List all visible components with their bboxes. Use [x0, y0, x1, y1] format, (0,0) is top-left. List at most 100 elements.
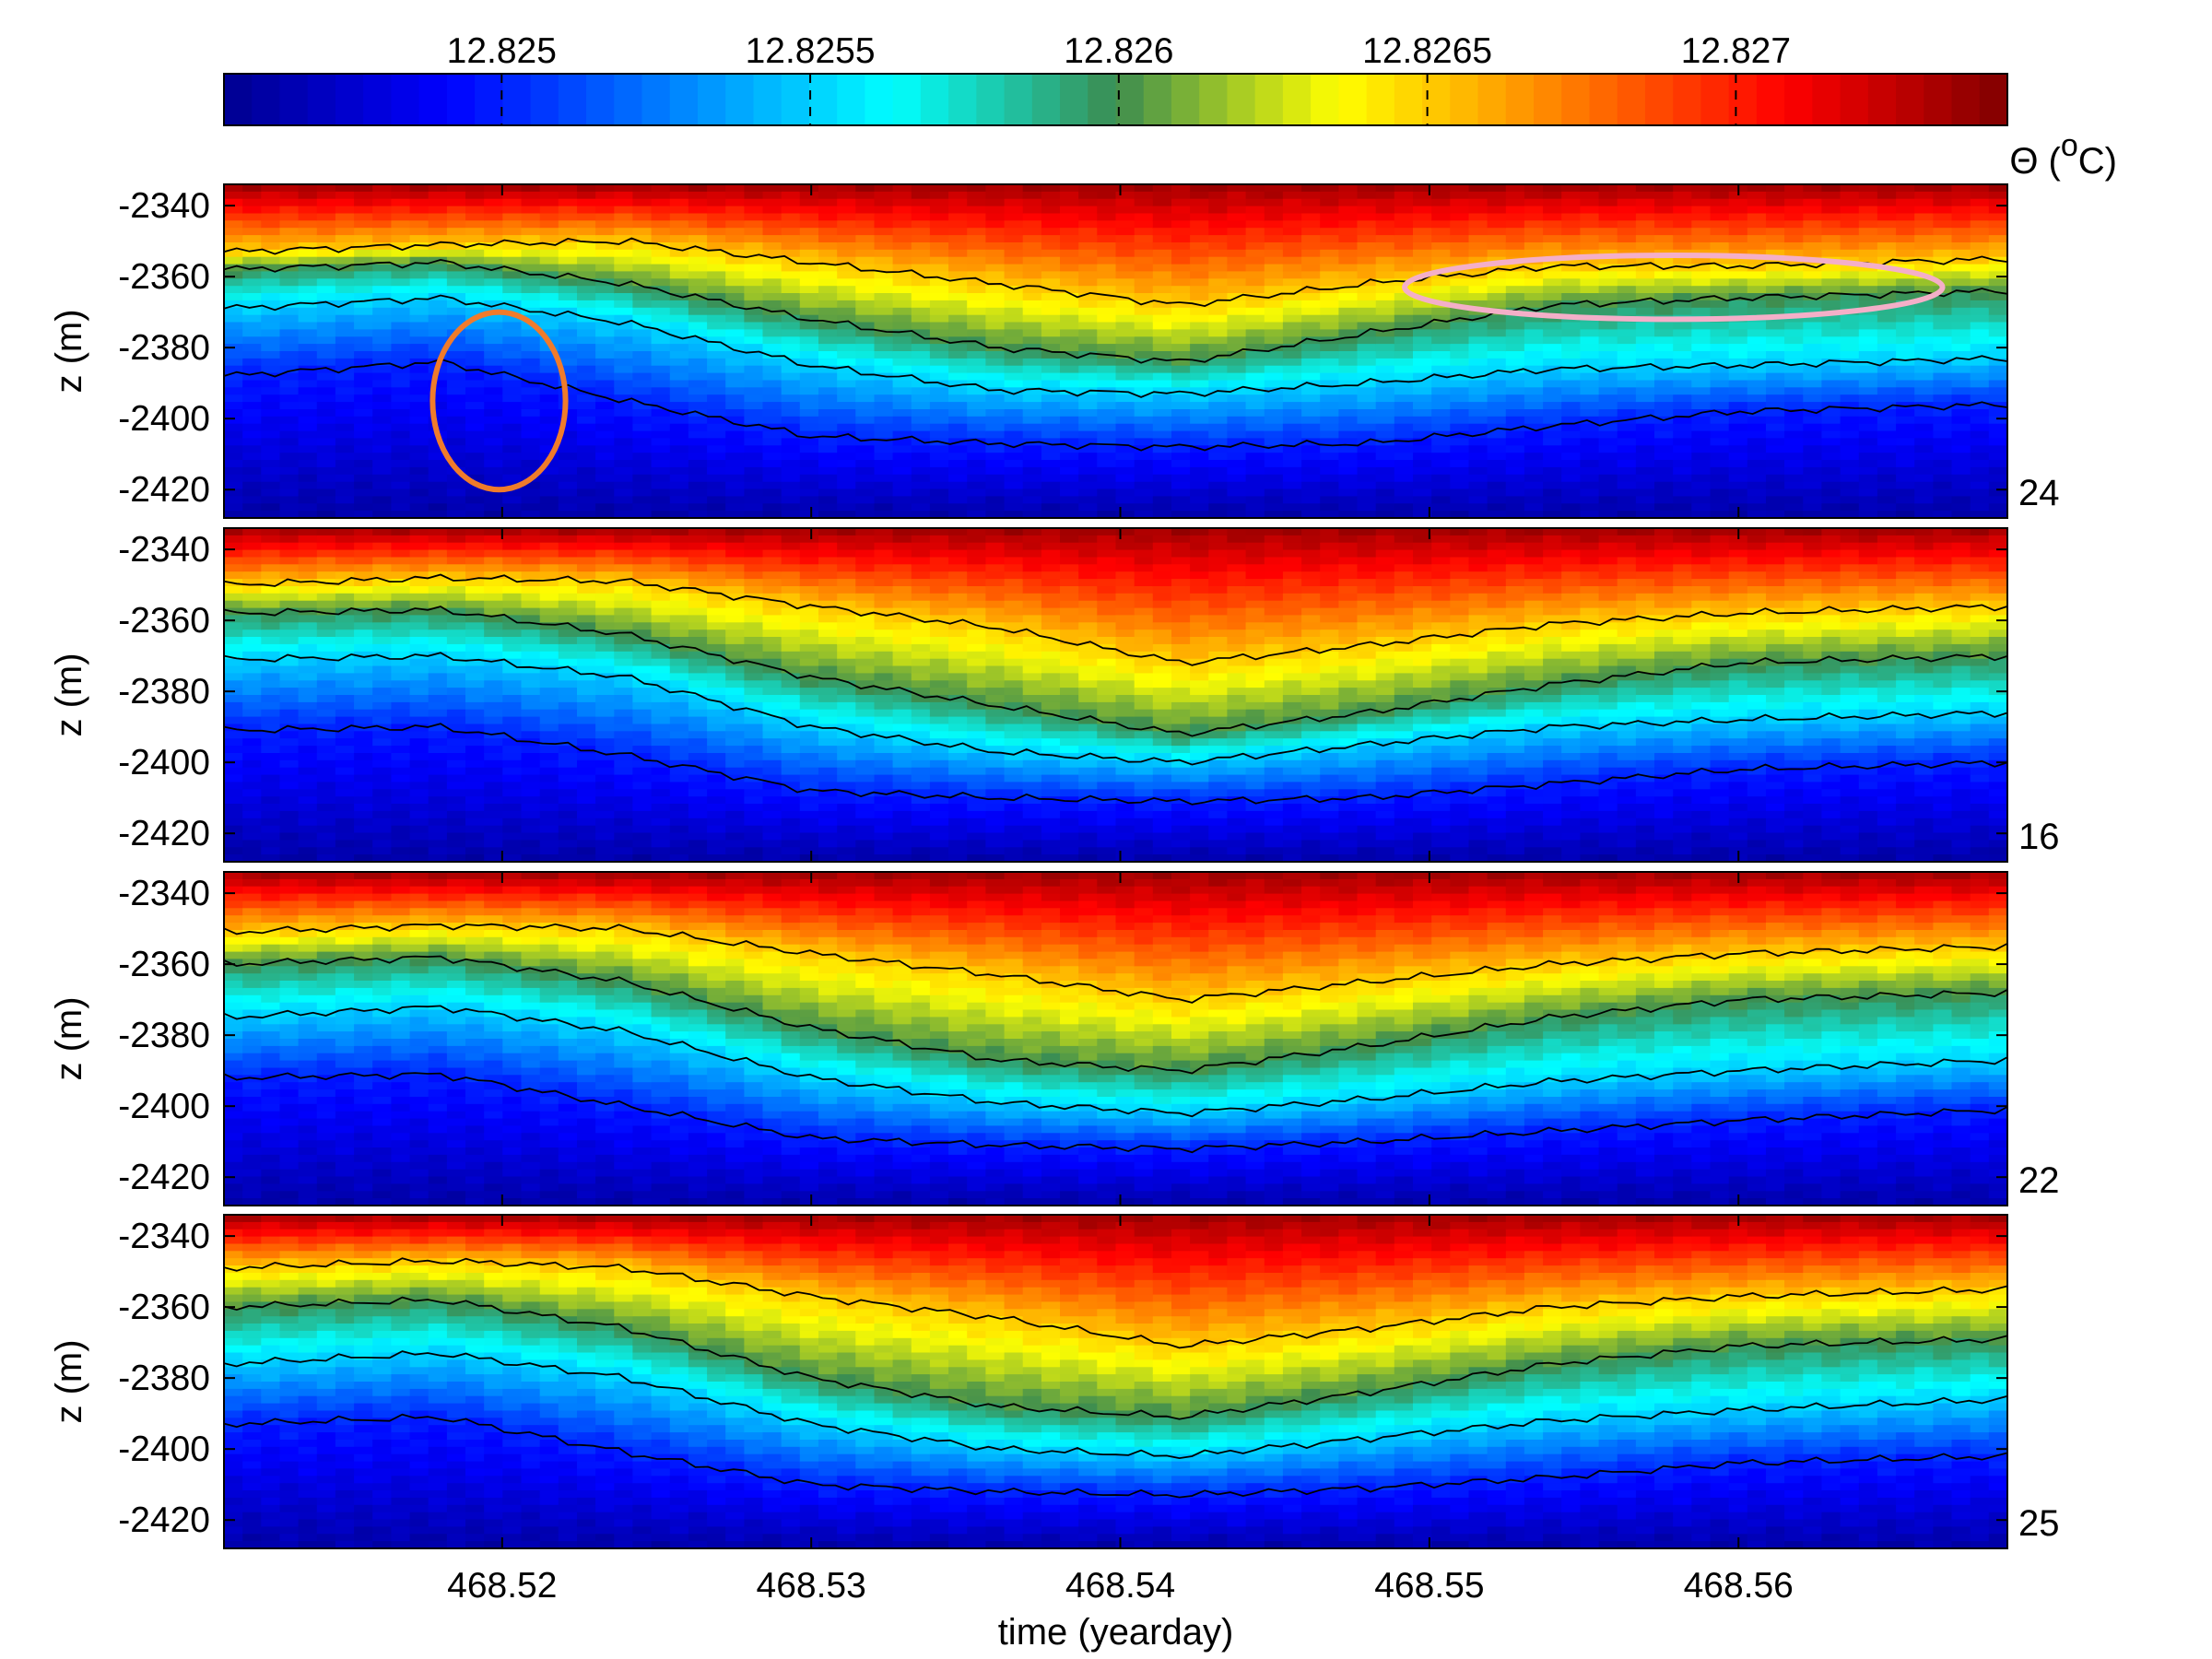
- heatmap-cell: [1431, 314, 1452, 324]
- heatmap-cell: [1282, 278, 1302, 287]
- heatmap-cell: [298, 445, 318, 453]
- heatmap-cell: [1933, 293, 1953, 301]
- heatmap-cell: [1598, 481, 1618, 490]
- heatmap-cell: [1561, 235, 1582, 243]
- heatmap-cell: [688, 329, 708, 338]
- heatmap-cell: [298, 651, 318, 660]
- heatmap-cell: [502, 430, 523, 440]
- heatmap-cell: [224, 453, 243, 461]
- heatmap-cell: [1431, 206, 1452, 215]
- heatmap-cell: [298, 579, 318, 587]
- heatmap-cell: [1375, 394, 1395, 403]
- heatmap-cell: [1951, 314, 1971, 324]
- heatmap-cell: [1691, 466, 1712, 476]
- heatmap-cell: [1505, 416, 1525, 425]
- heatmap-cell: [1282, 198, 1302, 207]
- heatmap-cell: [1524, 358, 1544, 367]
- heatmap-cell: [1766, 511, 1785, 518]
- heatmap-cell: [577, 402, 596, 410]
- heatmap-cell: [1747, 511, 1767, 518]
- heatmap-cell: [1635, 481, 1655, 490]
- heatmap-cell: [595, 300, 616, 309]
- heatmap-cell: [261, 695, 281, 703]
- heatmap-cell: [725, 228, 746, 236]
- heatmap-cell: [1988, 503, 2007, 512]
- heatmap-cell: [316, 759, 336, 769]
- heatmap-cell: [799, 242, 819, 251]
- heatmap-cell: [279, 387, 300, 395]
- heatmap-cell: [354, 709, 374, 718]
- heatmap-cell: [1152, 365, 1172, 374]
- heatmap-cell: [1858, 278, 1878, 287]
- heatmap-cell: [985, 293, 1006, 301]
- heatmap-cell: [837, 372, 857, 382]
- heatmap-cell: [1357, 242, 1377, 251]
- heatmap-cell: [1691, 481, 1712, 490]
- heatmap-cell: [558, 511, 578, 518]
- heatmap-cell: [446, 264, 466, 273]
- heatmap-cell: [539, 322, 559, 331]
- heatmap-cell: [1877, 474, 1897, 483]
- heatmap-cell: [354, 365, 374, 374]
- heatmap-cell: [1227, 264, 1247, 273]
- heatmap-cell: [1803, 278, 1823, 287]
- heatmap-cell: [279, 380, 300, 389]
- heatmap-cell: [1524, 191, 1544, 200]
- heatmap-cell: [316, 409, 336, 418]
- heatmap-cell: [1858, 344, 1878, 352]
- heatmap-cell: [632, 264, 653, 273]
- heatmap-cell: [874, 191, 894, 200]
- heatmap-cell: [855, 344, 876, 352]
- heatmap-cell: [1078, 300, 1099, 309]
- heatmap-cell: [577, 278, 596, 287]
- heatmap-cell: [688, 503, 708, 512]
- heatmap-cell: [1914, 322, 1935, 331]
- heatmap-cell: [967, 256, 987, 265]
- heatmap-cell: [1171, 293, 1191, 301]
- heatmap-cell: [1747, 235, 1767, 243]
- heatmap-cell: [354, 629, 374, 638]
- heatmap-cell: [577, 293, 596, 301]
- heatmap-cell: [1951, 191, 1971, 200]
- heatmap-cell: [1227, 322, 1247, 331]
- heatmap-cell: [1301, 336, 1322, 345]
- heatmap-cell: [1078, 286, 1099, 294]
- heatmap-cell: [391, 300, 411, 309]
- heatmap-cell: [1691, 511, 1712, 518]
- heatmap-cell: [967, 387, 987, 395]
- heatmap-cell: [614, 344, 634, 352]
- heatmap-cell: [539, 466, 559, 476]
- heatmap-cell: [1078, 409, 1099, 418]
- heatmap-cell: [1710, 184, 1730, 193]
- heatmap-cell: [967, 264, 987, 273]
- heatmap-cell: [799, 380, 819, 389]
- heatmap-cell: [224, 438, 243, 447]
- heatmap-cell: [1320, 423, 1340, 432]
- heatmap-cell: [1598, 380, 1618, 389]
- heatmap-cell: [1357, 430, 1377, 440]
- heatmap-cell: [1766, 380, 1785, 389]
- heatmap-cell: [354, 198, 374, 207]
- heatmap-cell: [837, 344, 857, 352]
- heatmap-cell: [316, 622, 336, 630]
- heatmap-cell: [1821, 351, 1841, 359]
- heatmap-cell: [224, 832, 243, 841]
- heatmap-cell: [261, 416, 281, 425]
- heatmap-cell: [409, 264, 429, 273]
- heatmap-cell: [1543, 314, 1563, 324]
- heatmap-cell: [1635, 372, 1655, 382]
- heatmap-cell: [316, 709, 336, 718]
- heatmap-cell: [1970, 474, 1990, 483]
- heatmap-cell: [1060, 213, 1079, 222]
- heatmap-cell: [539, 474, 559, 483]
- heatmap-cell: [1654, 228, 1674, 236]
- heatmap-cell: [279, 695, 300, 703]
- heatmap-cell: [1190, 271, 1210, 280]
- heatmap-cell: [1375, 503, 1395, 512]
- heatmap-cell: [354, 496, 374, 505]
- heatmap-cell: [632, 511, 653, 518]
- heatmap-cell: [354, 825, 374, 834]
- heatmap-cell: [391, 256, 411, 265]
- heatmap-cell: [1673, 184, 1693, 193]
- heatmap-cell: [1134, 387, 1154, 395]
